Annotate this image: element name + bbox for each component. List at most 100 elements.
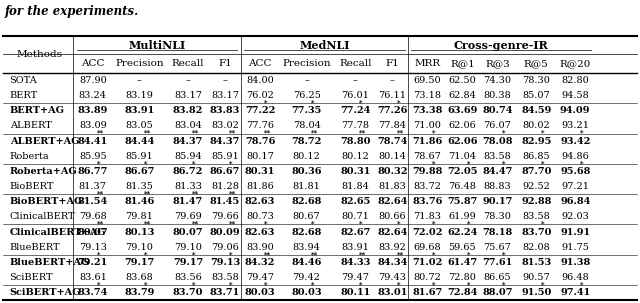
Text: 86.67: 86.67 xyxy=(124,167,154,176)
Text: *: * xyxy=(397,220,400,228)
Text: *: * xyxy=(192,281,196,288)
Text: *: * xyxy=(502,281,505,288)
Text: *: * xyxy=(264,99,268,107)
Text: 97.21: 97.21 xyxy=(561,182,589,191)
Text: R@1: R@1 xyxy=(450,59,475,68)
Text: 83.17: 83.17 xyxy=(174,91,202,100)
Text: 94.86: 94.86 xyxy=(561,152,589,161)
Text: *: * xyxy=(467,220,470,228)
Text: 80.73: 80.73 xyxy=(246,212,274,221)
Text: 79.68: 79.68 xyxy=(79,212,107,221)
Text: 79.13: 79.13 xyxy=(79,243,107,252)
Text: 80.32: 80.32 xyxy=(377,167,408,176)
Text: 82.63: 82.63 xyxy=(245,197,275,206)
Text: 71.83: 71.83 xyxy=(413,212,442,221)
Text: SOTA: SOTA xyxy=(10,76,37,85)
Text: Roberta: Roberta xyxy=(10,152,49,161)
Text: 80.31: 80.31 xyxy=(340,167,371,176)
Text: 94.09: 94.09 xyxy=(560,106,591,115)
Text: *: * xyxy=(431,129,435,137)
Text: 79.88: 79.88 xyxy=(412,167,443,176)
Text: **: ** xyxy=(143,220,151,228)
Text: *: * xyxy=(502,250,505,258)
Text: 81.35: 81.35 xyxy=(125,182,153,191)
Text: *: * xyxy=(502,129,505,137)
Text: ClinicalBERT+AG: ClinicalBERT+AG xyxy=(10,228,106,237)
Text: 81.86: 81.86 xyxy=(246,182,274,191)
Text: 81.46: 81.46 xyxy=(124,197,154,206)
Text: 93.42: 93.42 xyxy=(560,137,591,146)
Text: 77.76: 77.76 xyxy=(246,122,274,131)
Text: *: * xyxy=(97,250,100,258)
Text: 80.12: 80.12 xyxy=(341,152,369,161)
Text: 79.81: 79.81 xyxy=(125,212,153,221)
Text: 82.68: 82.68 xyxy=(291,228,322,237)
Text: R@3: R@3 xyxy=(485,59,510,68)
Text: 85.07: 85.07 xyxy=(522,91,550,100)
Text: 80.71: 80.71 xyxy=(341,212,369,221)
Text: 77.24: 77.24 xyxy=(340,106,371,115)
Text: 88.07: 88.07 xyxy=(482,288,513,297)
Text: 71.86: 71.86 xyxy=(412,137,442,146)
Text: *: * xyxy=(311,99,314,107)
Text: 84.00: 84.00 xyxy=(246,76,274,85)
Text: 84.41: 84.41 xyxy=(77,137,108,146)
Text: 83.74: 83.74 xyxy=(77,288,108,297)
Text: F1: F1 xyxy=(218,59,232,68)
Text: **: ** xyxy=(229,190,237,198)
Text: 95.68: 95.68 xyxy=(560,167,591,176)
Text: 80.17: 80.17 xyxy=(246,152,274,161)
Text: 62.84: 62.84 xyxy=(449,91,476,100)
Text: 82.64: 82.64 xyxy=(377,228,408,237)
Text: 62.24: 62.24 xyxy=(447,228,477,237)
Text: 81.45: 81.45 xyxy=(210,197,240,206)
Text: 80.67: 80.67 xyxy=(292,212,321,221)
Text: 76.25: 76.25 xyxy=(292,91,321,100)
Text: *: * xyxy=(97,281,100,288)
Text: 83.70: 83.70 xyxy=(173,288,203,297)
Text: 96.84: 96.84 xyxy=(560,197,591,206)
Text: *: * xyxy=(143,281,147,288)
Text: 81.54: 81.54 xyxy=(77,197,108,206)
Text: 83.09: 83.09 xyxy=(79,122,107,131)
Text: 82.95: 82.95 xyxy=(521,137,552,146)
Text: 80.11: 80.11 xyxy=(340,288,371,297)
Text: *: * xyxy=(502,159,505,167)
Text: 80.02: 80.02 xyxy=(522,122,550,131)
Text: 83.82: 83.82 xyxy=(173,106,203,115)
Text: 79.17: 79.17 xyxy=(124,258,154,267)
Text: **: ** xyxy=(192,129,200,137)
Text: SciBERT: SciBERT xyxy=(10,273,53,282)
Text: ALBERT: ALBERT xyxy=(10,122,51,131)
Text: 81.37: 81.37 xyxy=(79,182,107,191)
Text: *: * xyxy=(360,99,363,107)
Text: 78.04: 78.04 xyxy=(292,122,321,131)
Text: 79.42: 79.42 xyxy=(292,273,321,282)
Text: 84.32: 84.32 xyxy=(245,258,275,267)
Text: 83.04: 83.04 xyxy=(174,122,202,131)
Text: –: – xyxy=(353,76,358,85)
Text: 73.38: 73.38 xyxy=(412,106,443,115)
Text: **: ** xyxy=(397,129,404,137)
Text: 77.84: 77.84 xyxy=(378,122,406,131)
Text: 79.47: 79.47 xyxy=(246,273,274,282)
Text: 77.26: 77.26 xyxy=(377,106,408,115)
Text: 78.18: 78.18 xyxy=(483,228,513,237)
Text: 76.02: 76.02 xyxy=(246,91,274,100)
Text: Cross-genre-IR: Cross-genre-IR xyxy=(454,40,548,51)
Text: 83.79: 83.79 xyxy=(124,288,154,297)
Text: *: * xyxy=(579,159,583,167)
Text: *: * xyxy=(97,159,100,167)
Text: 72.05: 72.05 xyxy=(447,167,477,176)
Text: *: * xyxy=(541,281,544,288)
Text: *: * xyxy=(431,281,435,288)
Text: 83.68: 83.68 xyxy=(125,273,153,282)
Text: 81.47: 81.47 xyxy=(173,197,203,206)
Text: *: * xyxy=(229,159,233,167)
Text: 83.89: 83.89 xyxy=(77,106,108,115)
Text: R@5: R@5 xyxy=(524,59,548,68)
Text: 86.72: 86.72 xyxy=(173,167,203,176)
Text: 79.10: 79.10 xyxy=(174,243,202,252)
Text: 80.36: 80.36 xyxy=(291,167,322,176)
Text: 59.65: 59.65 xyxy=(449,243,476,252)
